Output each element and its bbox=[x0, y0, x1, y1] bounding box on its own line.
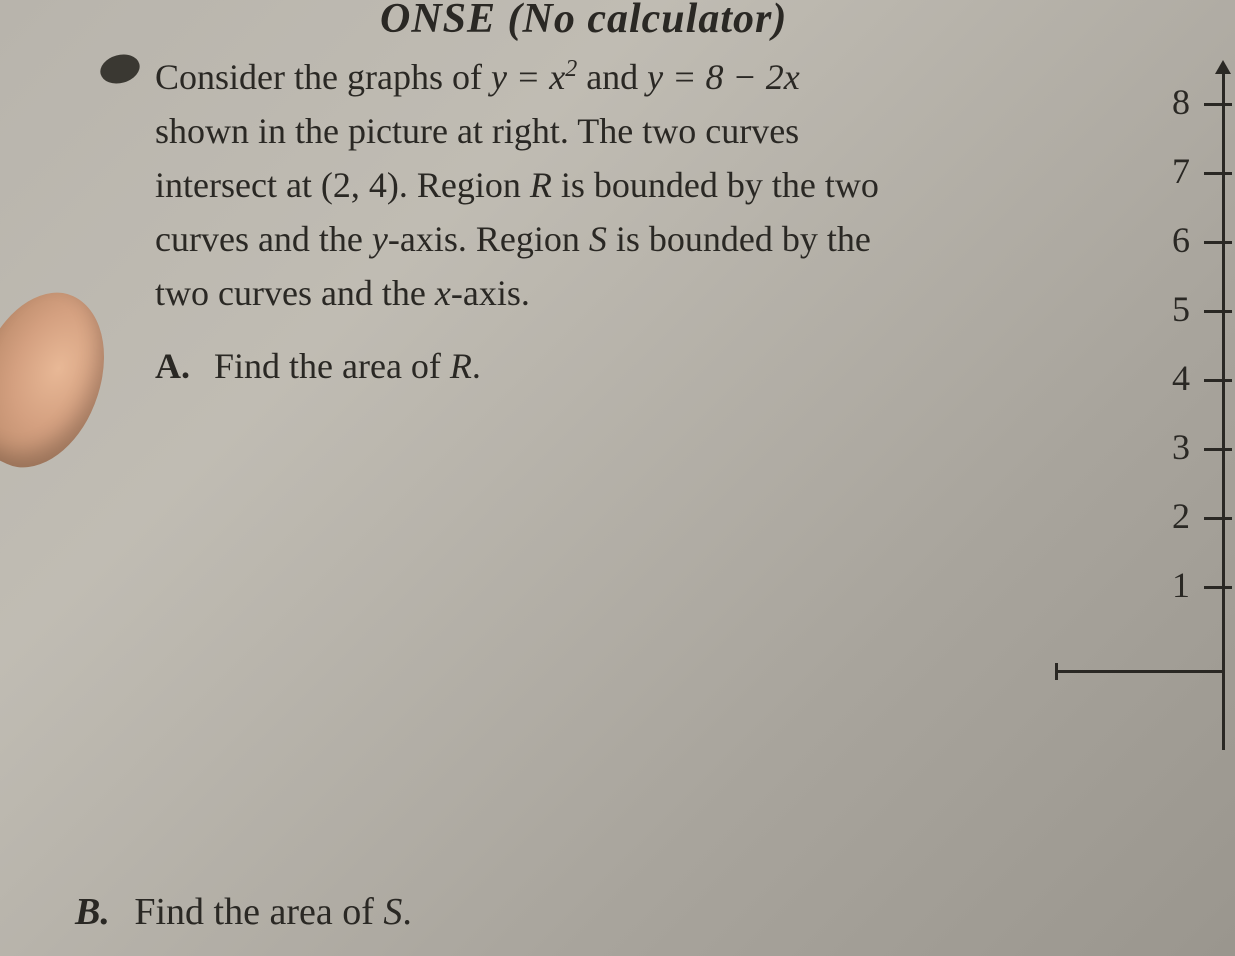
equation-1: y = x2 bbox=[491, 57, 577, 97]
x-axis-line bbox=[1055, 670, 1225, 673]
axis-tick-label: 5 bbox=[1150, 288, 1190, 330]
axis-tick-label: 3 bbox=[1150, 426, 1190, 468]
text-segment: curves and the bbox=[155, 219, 372, 259]
x-var: x bbox=[435, 273, 451, 313]
axis-tick-label: 2 bbox=[1150, 495, 1190, 537]
text-segment: -axis. bbox=[451, 273, 530, 313]
part-a: A. Find the area of R. bbox=[155, 345, 481, 387]
text-segment: shown in the picture at right. The two c… bbox=[155, 111, 799, 151]
axis-tick bbox=[1204, 586, 1232, 589]
part-b-text: Find the area of bbox=[134, 891, 383, 933]
axis-tick-label: 7 bbox=[1150, 150, 1190, 192]
equation-2: y = 8 − 2x bbox=[647, 57, 800, 97]
part-a-text: Find the area of bbox=[214, 346, 450, 386]
part-a-R: R bbox=[450, 346, 472, 386]
text-segment: two curves and the bbox=[155, 273, 435, 313]
axis-tick bbox=[1204, 241, 1232, 244]
axis-tick-label: 1 bbox=[1150, 564, 1190, 606]
axis-tick bbox=[1204, 379, 1232, 382]
problem-statement: Consider the graphs of y = x2 and y = 8 … bbox=[155, 50, 885, 320]
axis-tick-label: 8 bbox=[1150, 81, 1190, 123]
axis-tick bbox=[1204, 172, 1232, 175]
text-segment: intersect at (2, 4). Region bbox=[155, 165, 530, 205]
text-segment: and bbox=[577, 57, 647, 97]
axis-tick bbox=[1204, 448, 1232, 451]
axis-tick bbox=[1204, 103, 1232, 106]
y-var: y bbox=[372, 219, 388, 259]
part-b-label: B. bbox=[75, 891, 110, 933]
document-page: ONSE (No calculator) Consider the graphs… bbox=[0, 0, 1235, 956]
finger-photo-artifact bbox=[0, 273, 132, 487]
part-b: B. Find the area of S. bbox=[75, 890, 412, 934]
text-segment: -axis. Region bbox=[388, 219, 589, 259]
part-b-S: S bbox=[383, 891, 402, 933]
text-segment: Consider the graphs of bbox=[155, 57, 491, 97]
part-a-label: A. bbox=[155, 346, 190, 386]
section-header: ONSE (No calculator) bbox=[380, 0, 787, 43]
axis-tick-label: 6 bbox=[1150, 219, 1190, 261]
text-segment: is bounded by the two bbox=[552, 165, 879, 205]
problem-bullet bbox=[97, 50, 143, 87]
axis-tick bbox=[1204, 310, 1232, 313]
region-R: R bbox=[530, 165, 552, 205]
axis-tick bbox=[1204, 517, 1232, 520]
text-segment: is bounded by the bbox=[607, 219, 871, 259]
region-S: S bbox=[589, 219, 607, 259]
part-b-end: . bbox=[402, 891, 412, 933]
coordinate-graph: 8 7 6 5 4 3 2 1 bbox=[955, 70, 1235, 770]
axis-tick-label: 4 bbox=[1150, 357, 1190, 399]
part-a-end: . bbox=[472, 346, 481, 386]
